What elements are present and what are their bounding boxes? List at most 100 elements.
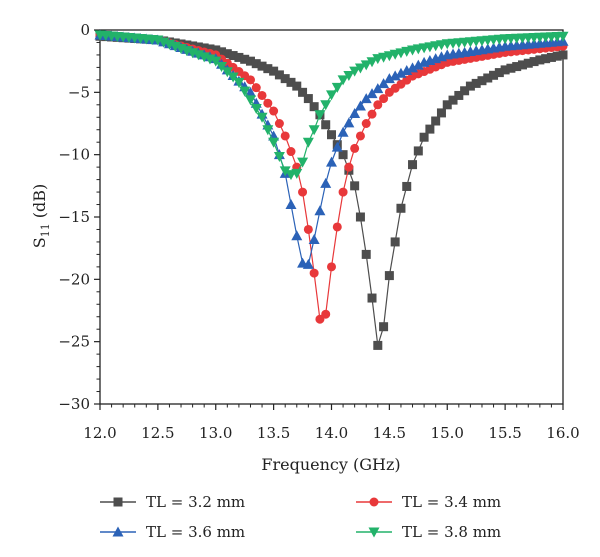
data-point bbox=[274, 70, 284, 80]
legend-label: TL = 3.6 mm bbox=[146, 523, 245, 541]
data-point bbox=[489, 70, 499, 80]
data-point bbox=[298, 87, 308, 97]
data-point bbox=[500, 65, 510, 75]
series-4 bbox=[94, 30, 569, 181]
data-point bbox=[367, 293, 377, 303]
data-point bbox=[327, 262, 336, 272]
data-point bbox=[552, 51, 562, 61]
data-point bbox=[257, 61, 267, 71]
data-point bbox=[221, 67, 233, 78]
data-point bbox=[349, 108, 361, 119]
data-point bbox=[355, 212, 365, 222]
legend-marker bbox=[112, 526, 124, 537]
plot-frame bbox=[99, 29, 564, 405]
legend-label: TL = 3.2 mm bbox=[146, 493, 245, 511]
data-point bbox=[337, 126, 349, 137]
data-point bbox=[471, 78, 481, 88]
y-tick-label: −10 bbox=[58, 146, 90, 164]
data-point bbox=[390, 237, 400, 247]
data-point bbox=[321, 309, 331, 319]
legend-label: TL = 3.4 mm bbox=[402, 493, 501, 511]
data-point bbox=[217, 47, 227, 57]
data-point bbox=[228, 51, 238, 61]
data-point bbox=[251, 59, 261, 69]
series-3 bbox=[94, 29, 569, 269]
data-point bbox=[373, 340, 383, 350]
data-point bbox=[412, 59, 424, 70]
data-point bbox=[523, 58, 533, 68]
data-point bbox=[529, 57, 539, 67]
data-point bbox=[483, 73, 493, 83]
data-point bbox=[425, 124, 435, 134]
x-tick-label: 14.0 bbox=[315, 424, 348, 442]
data-point bbox=[546, 52, 556, 62]
data-point bbox=[402, 181, 412, 191]
data-point bbox=[367, 109, 377, 119]
y-tick-label: −5 bbox=[68, 83, 90, 101]
data-point bbox=[384, 271, 394, 281]
data-point bbox=[349, 66, 361, 77]
data-point bbox=[366, 88, 378, 99]
data-point bbox=[269, 66, 279, 76]
data-point bbox=[360, 93, 372, 104]
data-point bbox=[233, 77, 245, 88]
data-point bbox=[332, 222, 342, 232]
data-point bbox=[361, 119, 371, 128]
y-tick-label: −15 bbox=[58, 208, 90, 226]
y-axis-label-subscript: 11 bbox=[39, 223, 52, 237]
data-point bbox=[373, 100, 383, 110]
legend-marker bbox=[369, 497, 379, 507]
y-tick-label: −20 bbox=[58, 270, 90, 288]
data-point bbox=[465, 81, 475, 91]
data-point bbox=[354, 63, 366, 74]
data-point bbox=[436, 108, 446, 118]
axes: 12.0 12.5 13.0 13.5 14.0 14.5 15.0 15.5 16.0 0 −5 −… bbox=[58, 21, 579, 442]
data-point bbox=[379, 322, 389, 332]
data-point bbox=[256, 112, 268, 123]
data-point bbox=[454, 90, 464, 100]
x-tick-label: 15.5 bbox=[488, 424, 521, 442]
data-point bbox=[321, 120, 331, 130]
data-point bbox=[350, 181, 360, 191]
data-point bbox=[338, 150, 348, 160]
legend-item: TL = 3.8 mm bbox=[356, 523, 501, 541]
legend-item: TL = 3.4 mm bbox=[356, 493, 501, 511]
data-point bbox=[343, 71, 355, 82]
data-point bbox=[401, 65, 413, 76]
data-point bbox=[517, 60, 527, 70]
x-tick-label: 12.5 bbox=[141, 424, 174, 442]
data-point bbox=[280, 74, 290, 84]
data-point bbox=[257, 90, 267, 100]
data-point bbox=[309, 268, 319, 278]
data-point bbox=[308, 125, 320, 136]
data-point bbox=[366, 57, 378, 68]
data-point bbox=[494, 68, 504, 78]
data-point bbox=[389, 70, 401, 81]
data-point bbox=[379, 94, 389, 104]
data-point bbox=[309, 102, 319, 112]
data-point bbox=[240, 54, 250, 64]
data-point bbox=[269, 106, 279, 116]
data-point bbox=[326, 156, 337, 167]
x-tick-label: 15.0 bbox=[431, 424, 464, 442]
x-tick-label: 16.0 bbox=[546, 424, 579, 442]
y-axis-label: S11 (dB) bbox=[30, 184, 52, 249]
data-point bbox=[250, 104, 262, 115]
data-point bbox=[413, 146, 423, 156]
data-point bbox=[395, 67, 407, 78]
data-point bbox=[337, 75, 349, 86]
data-point bbox=[354, 100, 366, 111]
data-point bbox=[285, 199, 297, 210]
x-axis-label: Frequency (GHz) bbox=[261, 455, 400, 474]
data-point bbox=[244, 86, 256, 97]
data-point bbox=[263, 98, 273, 108]
data-point bbox=[268, 137, 280, 148]
data-point bbox=[326, 90, 337, 101]
y-tick-label: 0 bbox=[80, 21, 90, 39]
data-point bbox=[344, 162, 354, 172]
data-point bbox=[378, 78, 390, 89]
data-point bbox=[302, 137, 314, 148]
data-point bbox=[303, 224, 313, 234]
data-point bbox=[331, 82, 343, 93]
